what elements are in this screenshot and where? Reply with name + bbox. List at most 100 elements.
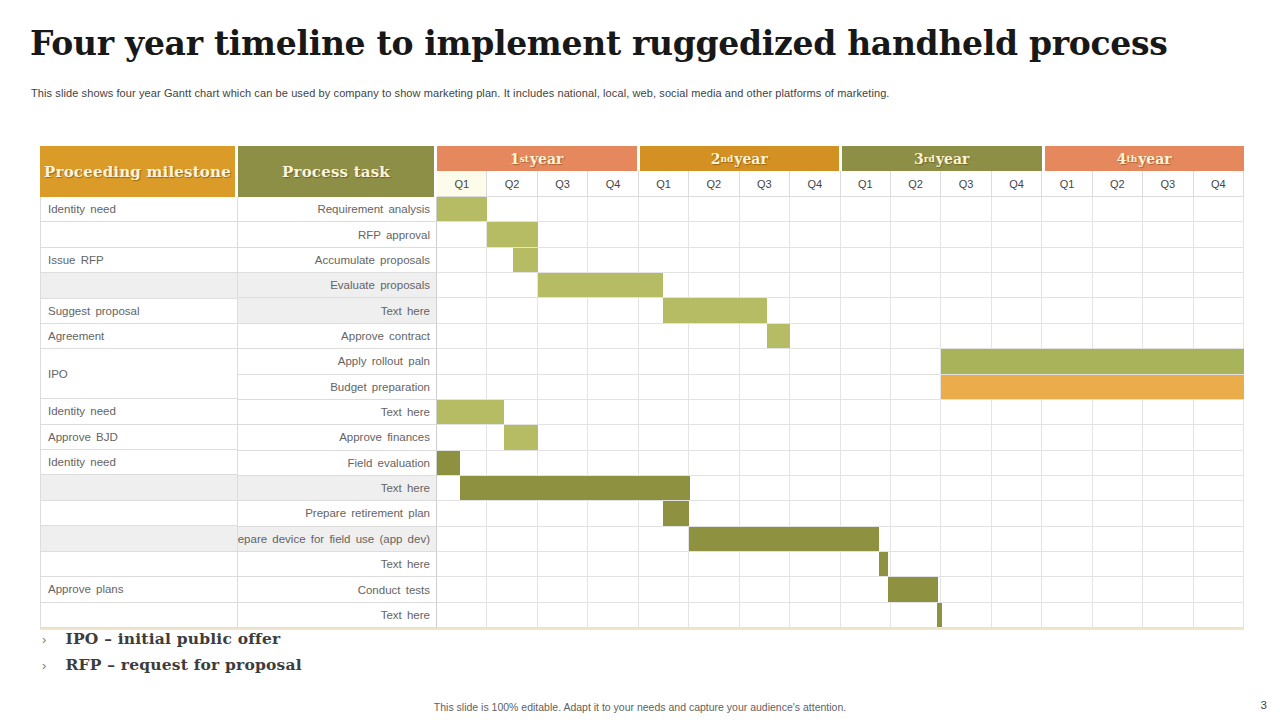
- gantt-grid-cell: [1093, 222, 1143, 246]
- gantt-grid-cell: [538, 527, 588, 551]
- quarter-label: Q1: [437, 171, 487, 197]
- gantt-bar: [663, 501, 689, 525]
- gantt-grid-cell: [790, 425, 840, 449]
- task-cell: Approve finances: [238, 425, 437, 450]
- gantt-grid-cell: [437, 273, 487, 297]
- gantt-row: [437, 451, 1244, 476]
- gantt-row: [437, 425, 1244, 450]
- task-cell: Requirement analysis: [238, 197, 437, 222]
- task-cell: Text here: [238, 476, 437, 501]
- task-cell: Approve contract: [238, 324, 437, 349]
- gantt-grid-cell: [689, 603, 739, 627]
- gantt-grid-cell: [1042, 197, 1092, 221]
- gantt-grid-cell: [1093, 451, 1143, 475]
- gantt-grid-cell: [437, 248, 487, 272]
- gantt-grid-cell: [1143, 577, 1193, 601]
- gantt-bar: [437, 197, 487, 221]
- milestone-cells: Identity needIssue RFPSuggest proposalAg…: [40, 197, 238, 628]
- gantt-grid-cell: [841, 273, 891, 297]
- gantt-grid-cell: [487, 451, 537, 475]
- gantt-grid-cell: [639, 248, 689, 272]
- gantt-grid-cell: [689, 375, 739, 399]
- gantt-grid-cell: [992, 476, 1042, 500]
- gantt-grid-cell: [487, 197, 537, 221]
- gantt-grid-cell: [740, 501, 790, 525]
- gantt-grid-cell: [588, 222, 638, 246]
- gantt-grid-cell: [992, 527, 1042, 551]
- slide: Four year timeline to implement ruggediz…: [0, 0, 1280, 720]
- gantt-grid-cell: [639, 222, 689, 246]
- gantt-grid-cell: [639, 451, 689, 475]
- gantt-grid-cell: [588, 451, 638, 475]
- gantt-grid-cell: [841, 400, 891, 424]
- gantt-grid-cell: [1194, 476, 1244, 500]
- gantt-grid-cell: [437, 298, 487, 322]
- gantt-grid-cell: [1143, 552, 1193, 576]
- gantt-grid-cell: [891, 248, 941, 272]
- gantt-bar: [941, 349, 1244, 373]
- milestone-cell: [40, 475, 238, 500]
- gantt-grid-cell: [1093, 476, 1143, 500]
- gantt-grid-cell: [1042, 476, 1092, 500]
- gantt-row: [437, 577, 1244, 602]
- gantt-grid-cell: [1194, 451, 1244, 475]
- gantt-grid-cell: [588, 375, 638, 399]
- gantt-row: [437, 273, 1244, 298]
- gantt-grid-cell: [1042, 501, 1092, 525]
- gantt-grid-cell: [1042, 552, 1092, 576]
- gantt-grid-cell: [790, 476, 840, 500]
- gantt-grid-cell: [1042, 324, 1092, 348]
- gantt-grid-cell: [1194, 298, 1244, 322]
- gantt-grid-cell: [487, 552, 537, 576]
- gantt-grid-cell: [588, 577, 638, 601]
- gantt-grid-cell: [891, 298, 941, 322]
- gantt-row: [437, 603, 1244, 628]
- gantt-grid-cell: [740, 197, 790, 221]
- task-cells: Requirement analysisRFP approvalAccumula…: [238, 197, 437, 628]
- task-cell: Field evaluation: [238, 451, 437, 476]
- gantt-grid-cell: [891, 527, 941, 551]
- quarter-header-row: Q1Q2Q3Q4Q1Q2Q3Q4Q1Q2Q3Q4Q1Q2Q3Q4: [437, 171, 1244, 197]
- milestone-cell: [40, 273, 238, 298]
- gantt-grid-cell: [639, 527, 689, 551]
- year-header: 4th year: [1045, 146, 1245, 171]
- gantt-bar: [504, 425, 538, 449]
- gantt-grid-cell: [538, 324, 588, 348]
- gantt-grid-cell: [588, 501, 638, 525]
- footnote-text: IPO – initial public offer: [66, 629, 281, 648]
- gantt-grid-cell: [891, 324, 941, 348]
- quarter-label: Q4: [588, 171, 638, 197]
- gantt-grid-cell: [437, 375, 487, 399]
- milestone-column: Proceeding milestone Identity needIssue …: [40, 146, 238, 628]
- gantt-bar: [879, 552, 888, 576]
- gantt-grid-cell: [1093, 577, 1143, 601]
- quarter-label: Q1: [1042, 171, 1092, 197]
- gantt-grid-cell: [1042, 222, 1092, 246]
- gantt-grid-cell: [841, 298, 891, 322]
- gantt-grid-cell: [538, 248, 588, 272]
- gantt-grid-cell: [941, 552, 991, 576]
- task-cell: Text here: [238, 552, 437, 577]
- task-cell: Evaluate proposals: [238, 273, 437, 298]
- footnote-rfp: › RFP – request for proposal: [42, 655, 302, 674]
- quarter-label: Q2: [487, 171, 537, 197]
- gantt-grid-cell: [437, 324, 487, 348]
- gantt-grid-cell: [1194, 324, 1244, 348]
- task-cell: RFP approval: [238, 222, 437, 247]
- quarter-label: Q2: [891, 171, 941, 197]
- gantt-grid-cell: [1194, 603, 1244, 627]
- gantt-grid-cell: [992, 222, 1042, 246]
- gantt-grid-cell: [1194, 425, 1244, 449]
- gantt-grid-cell: [1093, 603, 1143, 627]
- gantt-grid-cell: [1093, 527, 1143, 551]
- quarter-label: Q4: [790, 171, 840, 197]
- gantt-grid-cell: [437, 425, 487, 449]
- gantt-grid-cell: [790, 298, 840, 322]
- gantt-grid-cell: [538, 197, 588, 221]
- task-cell: Text here: [238, 603, 437, 628]
- gantt-grid-cell: [841, 577, 891, 601]
- gantt-grid-cell: [538, 298, 588, 322]
- quarter-label: Q2: [1093, 171, 1143, 197]
- gantt-grid-cell: [1143, 197, 1193, 221]
- gantt-grid-cell: [1194, 577, 1244, 601]
